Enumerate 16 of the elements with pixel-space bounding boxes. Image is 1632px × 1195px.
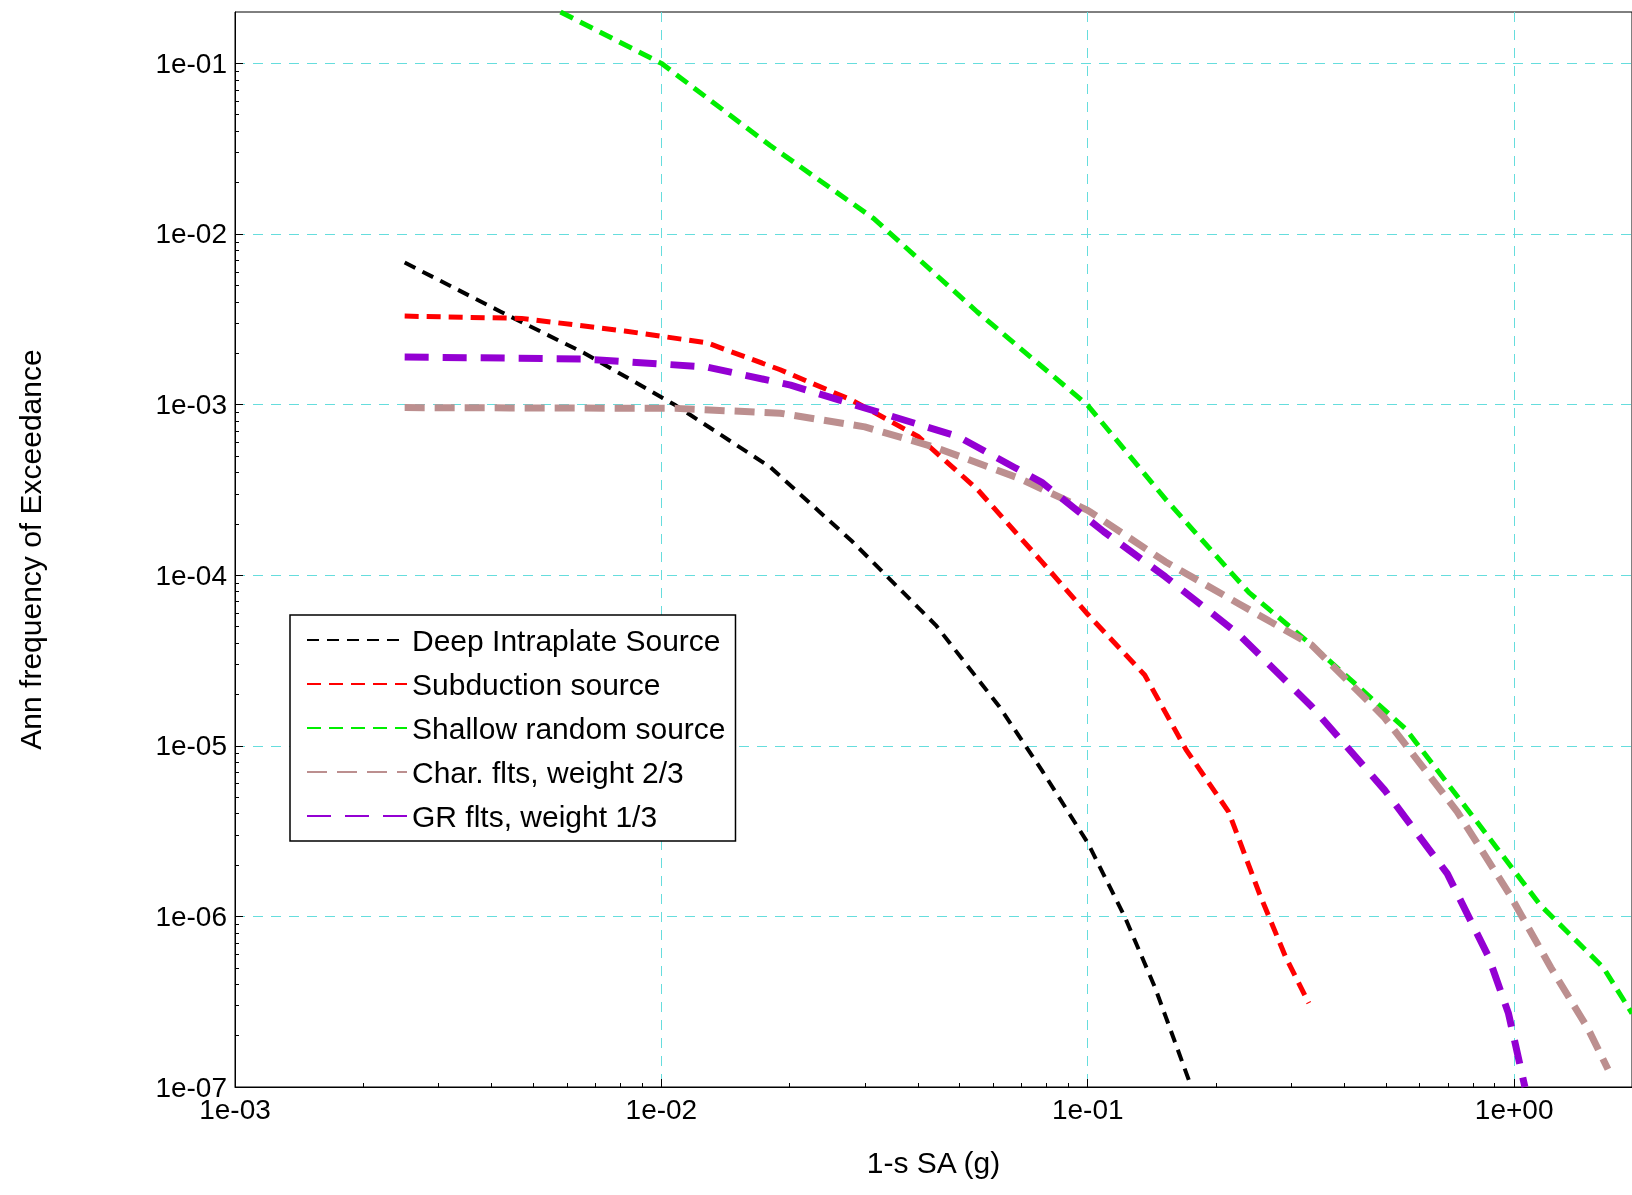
x-tick-label: 1e-02 xyxy=(625,1093,698,1125)
y-tick-label: 1e-04 xyxy=(155,559,227,591)
legend-label: Subduction source xyxy=(412,667,661,701)
legend-label: Shallow random source xyxy=(412,711,726,745)
legend-label: Char. flts, weight 2/3 xyxy=(412,755,684,789)
y-tick-label: 1e-05 xyxy=(155,730,227,762)
y-tick-label: 1e-01 xyxy=(155,47,227,79)
x-tick-label: 1e-01 xyxy=(1051,1093,1124,1125)
y-axis-title: Ann frequency of Exceedance xyxy=(13,349,47,750)
legend-label: Deep Intraplate Source xyxy=(412,623,721,657)
x-tick-label: 1e+00 xyxy=(1474,1093,1554,1125)
legend-label: GR flts, weight 1/3 xyxy=(412,799,658,833)
x-axis-title: 1-s SA (g) xyxy=(866,1145,1001,1179)
y-tick-label: 1e-03 xyxy=(155,389,227,421)
y-tick-label: 1e-06 xyxy=(155,900,227,932)
y-tick-label: 1e-02 xyxy=(155,218,227,250)
